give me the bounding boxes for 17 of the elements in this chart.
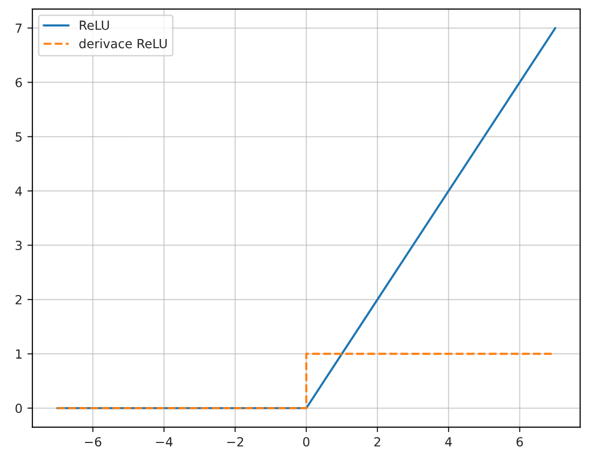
- y-tick-label: 6: [16, 78, 22, 88]
- y-tick-label: 7: [16, 24, 22, 33]
- y-tick-label: 1: [16, 349, 22, 359]
- x-tick-label: 0: [303, 437, 310, 447]
- y-tick-label: 0: [16, 404, 22, 414]
- y-tick-label: 3: [16, 240, 22, 250]
- x-tick-label: 4: [445, 437, 452, 446]
- x-tick-label: −2: [227, 437, 244, 446]
- x-tick-label: −6: [84, 437, 102, 447]
- legend-label: ReLU: [80, 20, 109, 30]
- x-tick-label: 2: [374, 437, 380, 446]
- legend-label: derivace ReLU: [79, 38, 167, 48]
- y-tick-label: 5: [16, 132, 22, 142]
- y-tick-label: 4: [15, 186, 22, 196]
- x-tick-label: 6: [516, 437, 523, 447]
- y-tick-label: 2: [16, 295, 22, 304]
- x-tick-label: −4: [156, 437, 173, 446]
